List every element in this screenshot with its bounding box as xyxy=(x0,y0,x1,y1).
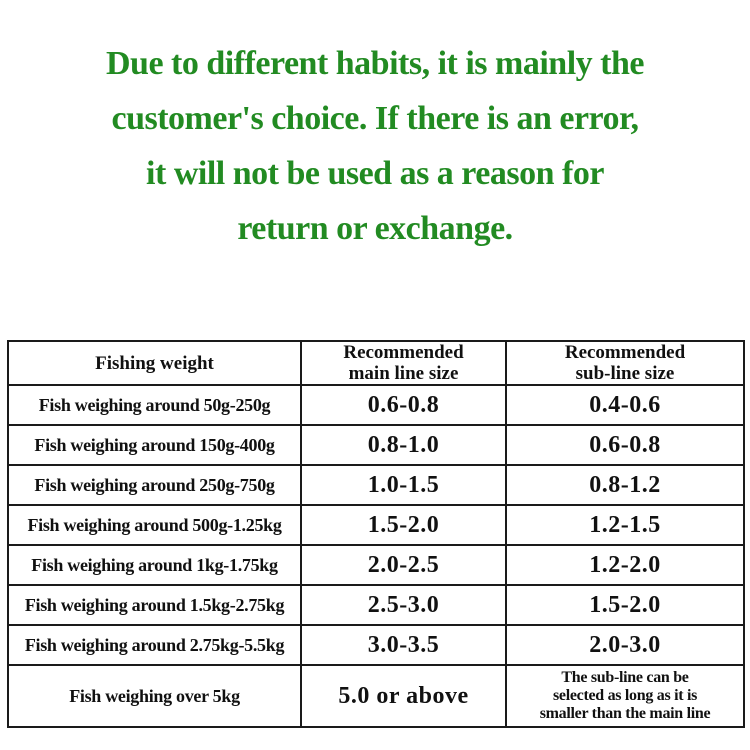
table-row: Fish weighing around 500g-1.25kg 1.5-2.0… xyxy=(7,504,745,546)
table-row: Fish weighing over 5kg 5.0 or above The … xyxy=(7,664,745,728)
sub-line-size-value: 1.2-1.5 xyxy=(505,504,745,546)
sub-line-size-value: 0.6-0.8 xyxy=(505,424,745,466)
sub-line-size-note: The sub-line can be selected as long as … xyxy=(505,664,745,728)
header-main-line-size: Recommended main line size xyxy=(300,340,507,386)
fishing-weight-value: Fish weighing around 50g-250g xyxy=(7,384,302,426)
sub-line-size-value: 1.5-2.0 xyxy=(505,584,745,626)
disclaimer-line: customer's choice. If there is an error, xyxy=(111,100,639,137)
fishing-weight-value: Fish weighing over 5kg xyxy=(7,664,302,728)
disclaimer-line: it will not be used as a reason for xyxy=(146,155,604,192)
fishing-weight-value: Fish weighing around 2.75kg-5.5kg xyxy=(7,624,302,666)
table-row: Fish weighing around 2.75kg-5.5kg 3.0-3.… xyxy=(7,624,745,666)
main-line-size-value: 1.5-2.0 xyxy=(300,504,507,546)
line-size-table: Fishing weight Recommended main line siz… xyxy=(7,340,745,728)
main-line-size-value: 5.0 or above xyxy=(300,664,507,728)
main-line-size-value: 0.8-1.0 xyxy=(300,424,507,466)
main-line-size-value: 0.6-0.8 xyxy=(300,384,507,426)
fishing-weight-value: Fish weighing around 500g-1.25kg xyxy=(7,504,302,546)
sub-line-size-value: 1.2-2.0 xyxy=(505,544,745,586)
main-line-size-value: 3.0-3.5 xyxy=(300,624,507,666)
table-row: Fish weighing around 1.5kg-2.75kg 2.5-3.… xyxy=(7,584,745,626)
table-row: Fish weighing around 250g-750g 1.0-1.5 0… xyxy=(7,464,745,506)
sub-line-size-value: 0.4-0.6 xyxy=(505,384,745,426)
header-fishing-weight: Fishing weight xyxy=(7,340,302,386)
fishing-weight-value: Fish weighing around 1kg-1.75kg xyxy=(7,544,302,586)
main-line-size-value: 1.0-1.5 xyxy=(300,464,507,506)
header-sub-line-size: Recommended sub-line size xyxy=(505,340,745,386)
main-line-size-value: 2.5-3.0 xyxy=(300,584,507,626)
sub-line-size-value: 0.8-1.2 xyxy=(505,464,745,506)
main-line-size-value: 2.0-2.5 xyxy=(300,544,507,586)
fishing-weight-value: Fish weighing around 150g-400g xyxy=(7,424,302,466)
table-header-row: Fishing weight Recommended main line siz… xyxy=(7,340,745,386)
table-row: Fish weighing around 50g-250g 0.6-0.8 0.… xyxy=(7,384,745,426)
sub-line-size-value: 2.0-3.0 xyxy=(505,624,745,666)
fishing-weight-value: Fish weighing around 1.5kg-2.75kg xyxy=(7,584,302,626)
fishing-weight-value: Fish weighing around 250g-750g xyxy=(7,464,302,506)
table-row: Fish weighing around 150g-400g 0.8-1.0 0… xyxy=(7,424,745,466)
disclaimer-text: Due to different habits, it is mainly th… xyxy=(0,36,750,256)
table-row: Fish weighing around 1kg-1.75kg 2.0-2.5 … xyxy=(7,544,745,586)
disclaimer-line: Due to different habits, it is mainly th… xyxy=(106,45,644,82)
disclaimer-line: return or exchange. xyxy=(237,210,513,247)
